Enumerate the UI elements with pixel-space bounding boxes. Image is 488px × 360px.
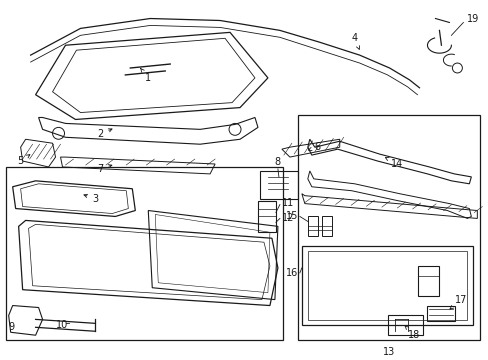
Bar bbox=[321, 216, 331, 236]
Bar bbox=[301, 246, 472, 325]
Text: 11: 11 bbox=[281, 198, 294, 208]
Text: 17: 17 bbox=[449, 294, 467, 309]
Bar bbox=[307, 216, 317, 236]
Text: 14: 14 bbox=[385, 158, 403, 169]
Text: 10: 10 bbox=[56, 320, 68, 330]
Text: 4: 4 bbox=[351, 33, 359, 49]
Bar bbox=[258, 201, 275, 232]
Text: 6: 6 bbox=[308, 142, 320, 152]
Bar bbox=[6, 167, 283, 340]
Bar bbox=[297, 114, 479, 340]
Text: 7: 7 bbox=[97, 164, 112, 174]
Text: 2: 2 bbox=[97, 129, 112, 139]
Text: 1: 1 bbox=[141, 68, 151, 83]
Text: 19: 19 bbox=[467, 14, 479, 23]
Text: 9: 9 bbox=[8, 322, 15, 332]
Text: 5: 5 bbox=[18, 155, 30, 166]
Bar bbox=[427, 306, 454, 321]
Text: 12: 12 bbox=[281, 213, 294, 224]
Bar bbox=[260, 171, 297, 199]
Text: 15: 15 bbox=[285, 211, 297, 221]
Text: 3: 3 bbox=[84, 194, 98, 204]
Bar bbox=[417, 266, 439, 296]
Bar bbox=[387, 315, 423, 335]
Text: 18: 18 bbox=[404, 325, 420, 340]
Text: 16: 16 bbox=[285, 268, 297, 278]
Text: 13: 13 bbox=[382, 347, 394, 357]
Text: 8: 8 bbox=[274, 157, 281, 167]
Bar bbox=[307, 251, 467, 320]
